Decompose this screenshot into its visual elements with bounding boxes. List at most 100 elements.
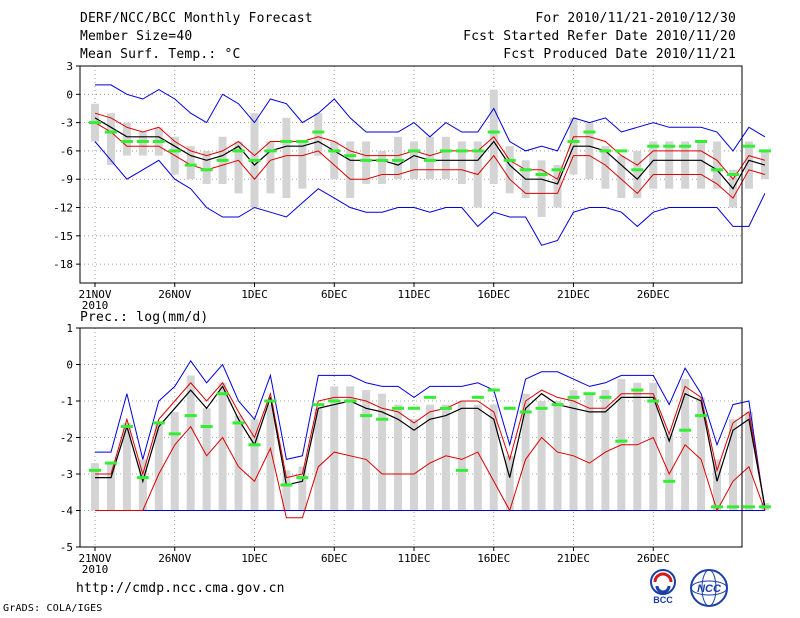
forecast-period: For 2010/11/21-2010/12/30 bbox=[535, 11, 736, 26]
precip-observed-mark bbox=[152, 421, 165, 425]
precip-observed-mark bbox=[216, 392, 229, 396]
temp-range-bar bbox=[585, 122, 594, 180]
precip-observed-mark bbox=[423, 395, 436, 399]
precip-observed-mark bbox=[727, 505, 739, 509]
temp-observed-mark bbox=[376, 158, 389, 162]
precip-range-bar bbox=[744, 411, 753, 511]
forecast-started-date: Fcst Started Refer Date 2010/11/20 bbox=[463, 29, 736, 44]
precip-observed-mark bbox=[615, 439, 628, 443]
precip-range-bar bbox=[202, 408, 211, 511]
temp-observed-mark bbox=[312, 130, 325, 134]
precip-range-bar bbox=[425, 404, 434, 511]
precip-y-tick-label: 1 bbox=[66, 322, 73, 335]
precip-range-bar bbox=[106, 463, 115, 511]
precip-observed-mark bbox=[663, 479, 676, 483]
precip-y-tick-label: -2 bbox=[60, 432, 73, 445]
precip-x-tick-label: 11DEC bbox=[397, 552, 430, 565]
chart-title: DERF/NCC/BCC Monthly Forecast bbox=[80, 11, 313, 26]
temp-range-bar bbox=[457, 141, 466, 184]
precip-y-tick-label: -4 bbox=[60, 505, 74, 518]
precip-range-bar bbox=[665, 433, 674, 511]
temp-range-bar bbox=[330, 141, 339, 180]
precip-range-bar bbox=[521, 393, 530, 511]
precip-observed-mark bbox=[455, 468, 468, 472]
precip-range-bar bbox=[473, 404, 482, 511]
temp-range-bar bbox=[186, 146, 195, 180]
temp-y-tick-label: -9 bbox=[60, 173, 73, 186]
temp-observed-mark bbox=[487, 130, 500, 134]
precip-observed-mark bbox=[120, 425, 133, 429]
precip-range-bar bbox=[234, 415, 243, 511]
temp-range-bar bbox=[744, 141, 753, 189]
precip-panel-title: Prec.: log(mm/d) bbox=[80, 310, 209, 325]
temp-y-tick-label: -18 bbox=[53, 258, 73, 271]
temp-range-bar bbox=[410, 141, 418, 180]
temp-observed-mark bbox=[535, 173, 548, 176]
temp-x-tick-label: 21DEC bbox=[557, 288, 590, 301]
temp-range-bar bbox=[601, 146, 610, 189]
precip-observed-mark bbox=[296, 476, 309, 480]
precip-x-tick-label: 21NOV bbox=[78, 552, 111, 565]
precip-observed-mark bbox=[392, 406, 405, 410]
precip-observed-mark bbox=[104, 461, 117, 465]
temp-observed-mark bbox=[471, 149, 484, 153]
precip-range-bar bbox=[633, 382, 642, 511]
temp-range-bar bbox=[298, 141, 307, 189]
temp-x-tick-label: 21NOV bbox=[78, 288, 111, 301]
temp-range-bar bbox=[649, 141, 658, 189]
temp-observed-mark bbox=[184, 163, 197, 167]
precip-observed-mark bbox=[408, 406, 420, 410]
temp-observed-mark bbox=[408, 149, 420, 153]
precip-x-tick-label: 16DEC bbox=[477, 552, 510, 565]
temp-observed-mark bbox=[216, 158, 229, 162]
temp-range-bar bbox=[314, 113, 323, 156]
temp-x-tick-label: 26DEC bbox=[637, 288, 670, 301]
precip-range-bar bbox=[362, 390, 371, 511]
temp-observed-mark bbox=[519, 168, 532, 172]
temp-range-bar bbox=[394, 136, 403, 180]
precip-observed-mark bbox=[136, 476, 149, 480]
forecast-produced-date: Fcst Produced Date 2010/11/21 bbox=[503, 47, 736, 62]
temp-observed-mark bbox=[615, 149, 628, 153]
temp-range-bar bbox=[362, 141, 371, 184]
member-size-label: Member Size=40 bbox=[80, 29, 193, 44]
precip-observed-mark bbox=[599, 395, 612, 399]
footer-url[interactable]: http://cmdp.ncc.cma.gov.cn bbox=[76, 581, 285, 596]
precip-range-bar bbox=[138, 459, 147, 511]
precip-range-bar bbox=[378, 393, 387, 511]
precip-observed-mark bbox=[344, 399, 357, 403]
temp-range-bar bbox=[697, 141, 706, 189]
temp-range-bar bbox=[122, 122, 131, 156]
bcc-logo-text: BCC bbox=[653, 595, 673, 605]
temp-observed-mark bbox=[439, 149, 452, 153]
temp-range-bar bbox=[553, 165, 562, 208]
precip-y-tick-label: -5 bbox=[60, 541, 73, 554]
temp-y-tick-label: -3 bbox=[60, 117, 73, 130]
precip-range-bar bbox=[250, 419, 259, 511]
precip-observed-mark bbox=[487, 388, 500, 392]
precip-observed-mark bbox=[184, 414, 197, 418]
temp-observed-mark bbox=[200, 168, 213, 172]
temp-observed-mark bbox=[392, 158, 405, 162]
precip-y-tick-label: 0 bbox=[66, 359, 73, 372]
precip-range-bar bbox=[537, 401, 546, 511]
temp-observed-mark bbox=[599, 149, 612, 153]
temp-observed-mark bbox=[631, 168, 644, 172]
temp-range-bar bbox=[441, 136, 450, 180]
temp-observed-mark bbox=[360, 158, 373, 162]
temp-observed-mark bbox=[264, 149, 277, 153]
temp-observed-mark bbox=[551, 168, 564, 172]
temp-range-bar bbox=[505, 146, 514, 194]
temp-observed-mark bbox=[647, 144, 660, 148]
temp-observed-mark bbox=[679, 144, 692, 148]
temp-range-bar bbox=[378, 150, 387, 184]
temp-observed-mark bbox=[280, 139, 293, 143]
temp-y-tick-label: -6 bbox=[60, 145, 73, 158]
temp-spread-upper-line bbox=[94, 112, 766, 181]
precip-observed-mark bbox=[328, 399, 341, 403]
precip-observed-mark bbox=[551, 403, 564, 407]
precip-x-year-label: 2010 bbox=[82, 563, 109, 576]
precip-observed-mark bbox=[439, 406, 452, 410]
temp-range-bar bbox=[681, 141, 690, 189]
